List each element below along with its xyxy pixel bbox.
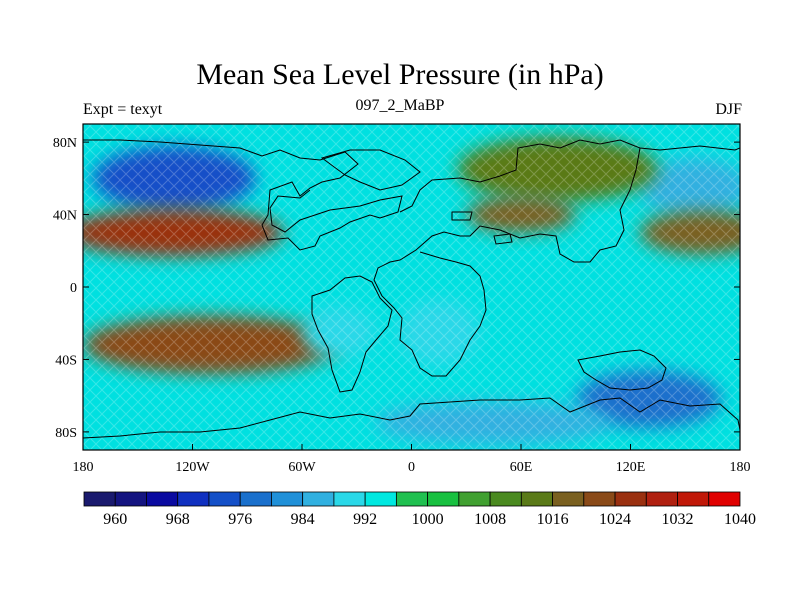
colorbar-label: 984 — [291, 511, 315, 528]
coastline-australia — [577, 349, 667, 391]
colorbar-label: 1016 — [537, 511, 569, 528]
coastline-layer — [83, 139, 740, 439]
colorbar-label: 992 — [353, 511, 377, 528]
colorbar-label: 1008 — [474, 511, 506, 528]
colorbar-swatch — [645, 491, 678, 507]
lon-tick-label: 180 — [73, 460, 94, 475]
colorbar-label: 976 — [228, 511, 252, 528]
colorbar-swatch — [83, 491, 116, 507]
colorbar-swatch — [458, 491, 491, 507]
colorbar-swatch — [114, 491, 147, 507]
colorbar-swatch — [239, 491, 272, 507]
season-label: DJF — [715, 101, 742, 118]
latitude-axis: 80N 40N 0 40S 80S — [53, 136, 740, 441]
coastline-eurasia-africa — [373, 139, 740, 377]
lon-tick-label: 0 — [408, 460, 415, 475]
lat-tick-label: 80S — [55, 426, 77, 441]
colorbar-swatch — [583, 491, 616, 507]
colorbar-swatch — [364, 491, 397, 507]
colorbar-label: 968 — [166, 511, 190, 528]
colorbar-label: 960 — [103, 511, 127, 528]
colorbar-label: 1000 — [412, 511, 444, 528]
experiment-label: Expt = texyt — [83, 101, 163, 118]
map-plot-area — [83, 124, 740, 450]
colorbar-swatch — [177, 491, 210, 507]
coastline-inland-detail — [451, 211, 513, 245]
lat-tick-label: 40N — [53, 209, 77, 224]
colorbar-swatch — [520, 491, 553, 507]
longitude-axis: 180 120W 60W 0 60E 120E 180 — [73, 444, 751, 475]
colorbar-label: 1040 — [724, 511, 756, 528]
colorbar-swatch — [552, 491, 585, 507]
colorbar: 960 968 976 984 992 1000 1008 1016 1024 1032 1040 — [83, 491, 756, 528]
lat-tick-label: 40S — [55, 353, 77, 368]
colorbar-label: 1032 — [662, 511, 694, 528]
colorbar-swatch — [614, 491, 647, 507]
lon-tick-label: 120W — [175, 460, 210, 475]
lat-tick-label: 80N — [53, 136, 77, 151]
lon-tick-label: 60W — [288, 460, 316, 475]
colorbar-swatch — [208, 491, 241, 507]
hatching-overlay — [83, 124, 740, 450]
coastline-antarctica — [83, 397, 740, 439]
colorbar-swatch — [302, 491, 335, 507]
lon-tick-label: 60E — [510, 460, 533, 475]
colorbar-swatch — [708, 491, 741, 507]
lat-tick-label: 0 — [70, 281, 77, 296]
colorbar-swatch — [427, 491, 460, 507]
colorbar-label: 1024 — [599, 511, 631, 528]
lon-tick-label: 180 — [730, 460, 751, 475]
simulation-id-label: 097_2_MaBP — [355, 97, 445, 114]
colorbar-swatch — [677, 491, 710, 507]
coastline-north-america — [83, 139, 403, 251]
colorbar-swatch — [489, 491, 522, 507]
colorbar-swatch — [271, 491, 304, 507]
coastline-greenland — [320, 149, 421, 191]
colorbar-swatch — [146, 491, 179, 507]
lon-tick-label: 120E — [616, 460, 646, 475]
coastline-south-america — [311, 275, 393, 393]
map-title: Mean Sea Level Pressure (in hPa) — [196, 58, 604, 91]
colorbar-swatch — [333, 491, 366, 507]
colorbar-swatch — [395, 491, 429, 507]
